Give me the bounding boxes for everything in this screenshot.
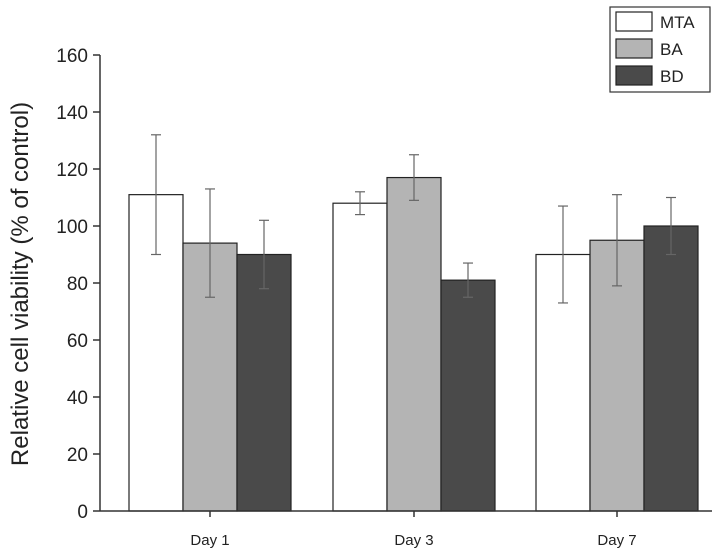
y-tick-label: 80 [67,274,88,295]
y-tick-label: 60 [67,331,88,352]
bar-bd-day-7 [643,225,699,512]
x-tick-label: Day 3 [394,532,433,549]
legend-label-mta: MTA [660,13,695,32]
legend-swatch-mta [615,11,653,32]
legend-swatch-bd [615,65,653,86]
bar-bd-day-3 [440,279,496,512]
y-axis-title: Relative cell viability (% of control) [7,102,34,466]
legend-label-ba: BA [660,40,683,59]
y-tick-label: 160 [56,46,88,67]
y-tick-label: 120 [56,160,88,181]
legend-label-bd: BD [660,67,684,86]
y-tick-label: 140 [56,103,88,124]
bar-mta-day-3 [332,202,388,512]
y-tick-label: 40 [67,388,88,409]
x-tick-label: Day 1 [190,532,229,549]
y-tick-label: 20 [67,445,88,466]
bar-ba-day-3 [386,176,442,512]
y-tick-label: 0 [77,502,88,523]
bar-bd-day-1 [236,253,292,512]
x-tick-label: Day 7 [597,532,636,549]
legend-swatch-ba [615,38,653,59]
y-tick-label: 100 [56,217,88,238]
